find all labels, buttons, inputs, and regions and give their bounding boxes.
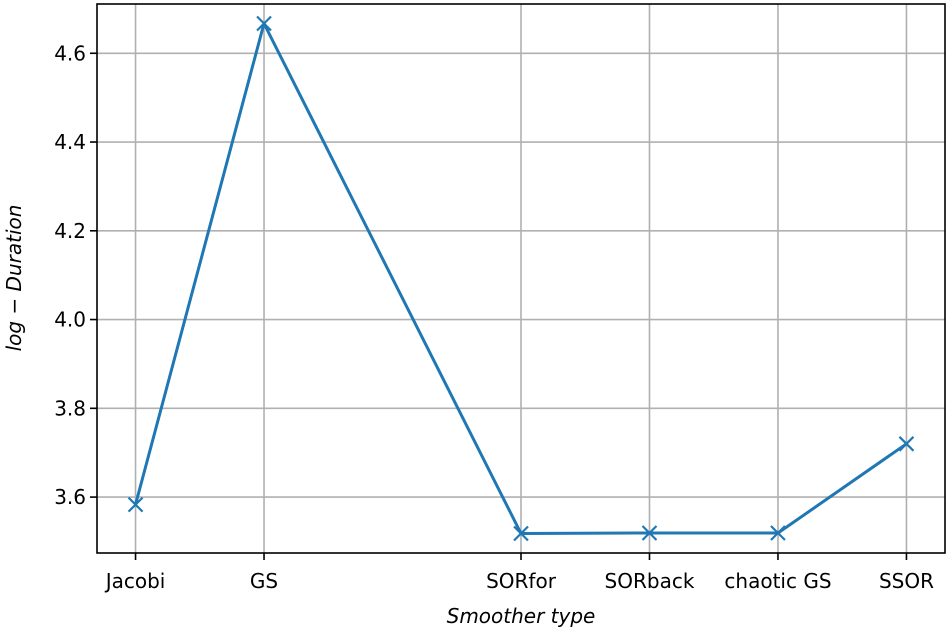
y-tick-label: 3.6	[54, 485, 86, 509]
data-point-marker	[898, 436, 915, 452]
x-tick-label: chaotic GS	[724, 569, 831, 593]
grid	[97, 4, 945, 553]
ticks: Jacobi GS SORfor SORback chaotic GS SSOR 3.6 3.…	[54, 41, 934, 593]
x-tick-label: Jacobi	[104, 569, 166, 593]
y-axis-label: log − Duration	[2, 205, 26, 352]
y-tick-label: 4.2	[54, 219, 86, 243]
data-point-marker	[770, 525, 786, 541]
data-point-marker	[641, 525, 658, 541]
x-tick-label: SSOR	[879, 569, 934, 593]
y-tick-label: 4.4	[54, 130, 86, 154]
x-tick-label: SORback	[605, 569, 695, 593]
data-point-marker	[127, 496, 144, 513]
series-line	[134, 22, 908, 535]
y-tick-label: 4.6	[54, 41, 86, 65]
data-point-marker	[513, 525, 529, 542]
x-tick-label: GS	[250, 569, 278, 593]
x-tick-label: SORfor	[486, 569, 557, 593]
y-tick-label: 3.8	[54, 396, 86, 420]
series-line-group	[127, 15, 915, 542]
y-tick-label: 4.0	[54, 308, 86, 332]
x-axis-label: Smoother type	[447, 604, 596, 628]
data-point-marker	[256, 15, 272, 32]
